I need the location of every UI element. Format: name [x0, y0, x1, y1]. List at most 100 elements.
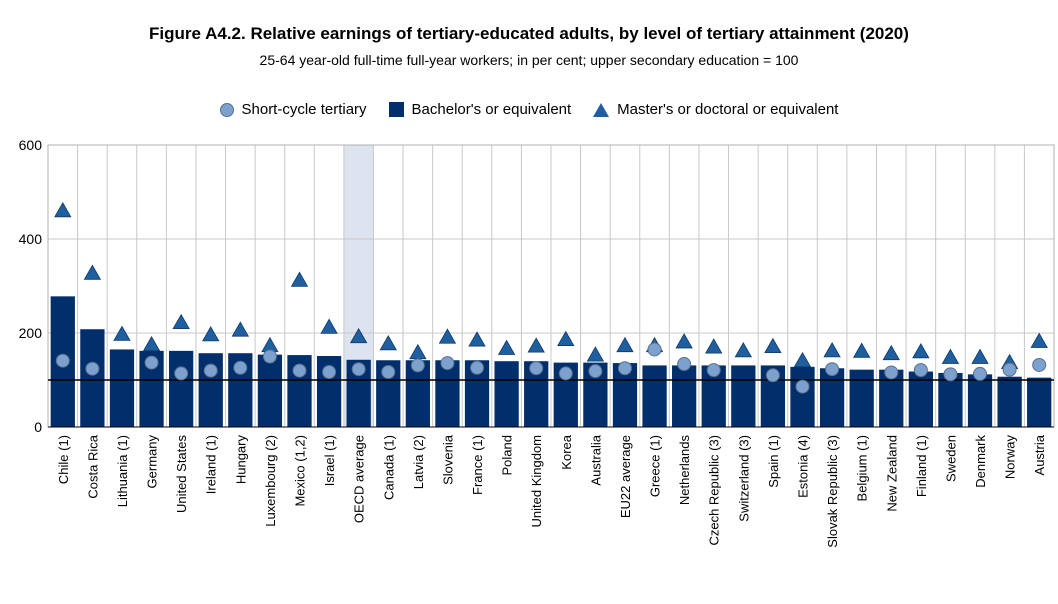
marker-short-cycle — [706, 363, 721, 378]
marker-master — [231, 321, 250, 337]
marker-short-cycle — [351, 362, 366, 377]
legend-item-bachelor: Bachelor's or equivalent — [388, 101, 572, 118]
x-tick-label: Greece (1) — [648, 435, 663, 497]
circle-marker-icon — [219, 102, 234, 117]
y-tick-label: 600 — [19, 137, 43, 153]
marker-master — [527, 337, 545, 353]
square-marker-icon — [388, 102, 404, 117]
marker-master — [734, 342, 753, 358]
legend-label-short-cycle: Short-cycle tertiary — [241, 101, 367, 118]
x-tick-label: Finland (1) — [914, 435, 929, 497]
x-tick-label: New Zealand — [884, 435, 899, 512]
x-tick-label: Israel (1) — [322, 435, 337, 486]
marker-master — [172, 313, 190, 330]
bar-bachelor — [80, 329, 105, 427]
x-tick-label: Latvia (2) — [411, 435, 426, 489]
x-tick-label: Slovenia — [440, 434, 455, 485]
marker-short-cycle — [825, 362, 840, 377]
x-tick-label: Lithuania (1) — [115, 435, 130, 507]
marker-master — [882, 344, 900, 361]
x-tick-label: Czech Republic (3) — [707, 435, 722, 546]
x-tick-label: Austria — [1032, 434, 1047, 475]
bar-bachelor — [672, 365, 697, 427]
marker-master — [379, 335, 397, 351]
x-tick-label: OECD average — [352, 435, 367, 523]
marker-master — [852, 342, 871, 358]
marker-short-cycle — [913, 363, 928, 378]
x-tick-label: Estonia (4) — [796, 435, 811, 498]
bar-bachelor — [169, 350, 194, 427]
x-tick-label: France (1) — [470, 435, 485, 495]
legend: Short-cycle tertiary Bachelor's or equiv… — [0, 101, 1058, 118]
marker-master — [113, 325, 131, 341]
marker-master — [320, 318, 338, 334]
marker-short-cycle — [973, 366, 988, 381]
y-tick-label: 400 — [19, 231, 43, 247]
marker-short-cycle — [144, 355, 159, 370]
marker-short-cycle — [262, 349, 277, 364]
bar-bachelor — [109, 349, 135, 427]
bar-bachelor — [819, 368, 845, 427]
marker-master — [586, 346, 605, 362]
chart-title: Figure A4.2. Relative earnings of tertia… — [149, 24, 909, 43]
marker-short-cycle — [322, 365, 337, 380]
bar-bachelor — [938, 372, 963, 427]
bar-bachelor — [1027, 377, 1052, 427]
marker-master — [290, 271, 309, 287]
y-tick-label: 0 — [34, 419, 42, 435]
x-tick-label: Hungary — [233, 435, 248, 485]
marker-short-cycle — [529, 361, 544, 376]
marker-master — [202, 326, 220, 342]
marker-short-cycle — [558, 366, 573, 381]
bar-bachelor — [257, 354, 283, 427]
legend-item-short-cycle: Short-cycle tertiary — [219, 101, 367, 118]
marker-short-cycle — [470, 360, 485, 375]
marker-master — [349, 327, 368, 344]
x-tick-label: Australia — [588, 434, 603, 485]
marker-short-cycle — [381, 365, 396, 380]
marker-master — [142, 335, 161, 352]
legend-item-master: Master's or doctoral or equivalent — [593, 101, 838, 118]
x-tick-label: Sweden — [943, 435, 958, 482]
x-tick-label: Norway — [1003, 435, 1018, 480]
marker-master — [468, 331, 486, 347]
bar-bachelor — [997, 376, 1022, 427]
bar-bachelor — [849, 369, 874, 427]
marker-short-cycle — [588, 364, 603, 379]
marker-master — [823, 342, 841, 358]
marker-short-cycle — [617, 361, 632, 376]
bar-bachelor — [642, 365, 667, 427]
triangle-marker-icon — [593, 102, 610, 117]
bar-bachelor — [731, 365, 756, 427]
marker-short-cycle — [677, 357, 692, 372]
x-tick-label: Canada (1) — [381, 435, 396, 500]
x-tick-label: Luxembourg (2) — [263, 435, 278, 527]
x-tick-label: Poland — [500, 435, 515, 475]
x-tick-label: Netherlands — [677, 435, 692, 506]
x-tick-label: United States — [174, 435, 189, 514]
x-tick-label: United Kingdom — [529, 435, 544, 528]
marker-master — [557, 330, 575, 346]
legend-label-bachelor: Bachelor's or equivalent — [411, 101, 572, 118]
marker-short-cycle — [795, 379, 810, 394]
marker-short-cycle — [884, 365, 899, 380]
x-tick-label: Denmark — [973, 435, 988, 488]
marker-master — [1030, 332, 1048, 348]
marker-master — [409, 343, 427, 360]
marker-short-cycle — [1002, 362, 1017, 377]
x-tick-label: Belgium (1) — [855, 435, 870, 501]
bar-bachelor — [435, 360, 460, 427]
bar-bachelor — [494, 361, 519, 427]
marker-master — [705, 338, 723, 354]
x-tick-label: Switzerland (3) — [736, 435, 751, 522]
x-tick-label: Germany — [145, 435, 160, 489]
marker-short-cycle — [943, 367, 958, 382]
marker-master — [912, 342, 930, 359]
x-tick-label: EU22 average — [618, 435, 633, 518]
y-tick-label: 200 — [19, 325, 43, 341]
bar-bachelor — [790, 366, 815, 427]
x-tick-label: Chile (1) — [56, 435, 71, 484]
marker-short-cycle — [233, 360, 248, 375]
marker-short-cycle — [410, 358, 425, 373]
